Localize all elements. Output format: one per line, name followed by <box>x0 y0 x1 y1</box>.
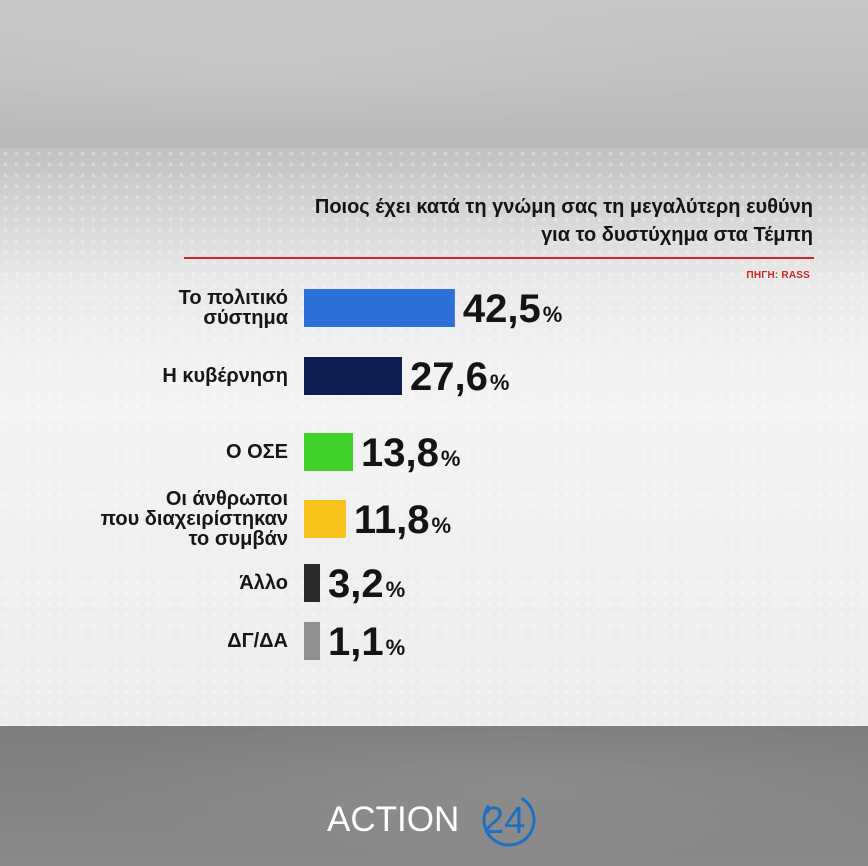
background-top-band <box>0 0 868 148</box>
value-number: 13,8 <box>361 431 439 475</box>
value-unit: % <box>386 577 406 602</box>
bar-3 <box>304 433 353 471</box>
value-unit: % <box>490 370 510 395</box>
value-label-1: 42,5% <box>463 287 562 331</box>
source-label: ΠΗΓΗ: RASS <box>746 270 810 281</box>
category-label-line: το συμβάν <box>188 528 288 550</box>
category-label-3: Ο ΟΣΕ <box>226 442 288 462</box>
title-underline <box>184 257 814 259</box>
value-unit: % <box>386 635 406 660</box>
value-number: 3,2 <box>328 562 384 606</box>
category-label-4: Οι άνθρωποι που διαχειρίστηκαν το συμβάν <box>101 489 288 549</box>
value-label-3: 13,8% <box>361 431 460 475</box>
logo-wordmark: ACTION <box>327 800 460 839</box>
category-label-line: σύστημα <box>203 307 288 329</box>
value-number: 11,8 <box>354 498 430 542</box>
background-bottom-band <box>0 726 868 866</box>
category-label-line: Η κυβέρνηση <box>162 365 288 387</box>
bar-6 <box>304 622 320 660</box>
logo-number: 24 <box>483 800 525 842</box>
value-number: 1,1 <box>328 620 384 664</box>
chart-title-line-1: Ποιος έχει κατά τη γνώμη σας τη μεγαλύτε… <box>314 196 813 218</box>
value-label-6: 1,1% <box>328 620 405 664</box>
action24-logo: ACTION 24 <box>327 778 557 848</box>
category-label-line: Ο ΟΣΕ <box>225 441 288 463</box>
bar-1 <box>304 289 455 327</box>
category-label-line: ΔΓ/ΔΑ <box>227 630 288 652</box>
value-label-4: 11,8% <box>354 498 451 542</box>
value-label-2: 27,6% <box>410 355 509 399</box>
halftone-pattern <box>0 148 868 726</box>
value-label-5: 3,2% <box>328 562 405 606</box>
logo-ring-icon <box>482 793 536 847</box>
value-unit: % <box>441 446 461 471</box>
chart-card <box>0 148 868 726</box>
bar-4 <box>304 500 346 538</box>
category-label-1: Το πολιτικό σύστημα <box>179 288 288 328</box>
chart-title-line-2: για το δυστύχημα στα Τέμπη <box>541 224 813 246</box>
value-unit: % <box>432 513 452 538</box>
bar-5 <box>304 564 320 602</box>
category-label-line: Οι άνθρωποι <box>165 488 288 510</box>
value-unit: % <box>543 302 563 327</box>
chart-title: Ποιος έχει κατά τη γνώμη σας τη μεγαλύτε… <box>113 193 813 249</box>
category-label-6: ΔΓ/ΔΑ <box>227 631 288 651</box>
logo-mark: 24 <box>482 793 536 847</box>
bar-2 <box>304 357 402 395</box>
category-label-5: Άλλο <box>239 573 288 593</box>
value-number: 42,5 <box>463 287 541 331</box>
category-label-line: Άλλο <box>239 572 288 594</box>
category-label-line: που διαχειρίστηκαν <box>100 508 288 530</box>
category-label-2: Η κυβέρνηση <box>162 366 288 386</box>
value-number: 27,6 <box>410 355 488 399</box>
category-label-line: Το πολιτικό <box>178 287 288 309</box>
